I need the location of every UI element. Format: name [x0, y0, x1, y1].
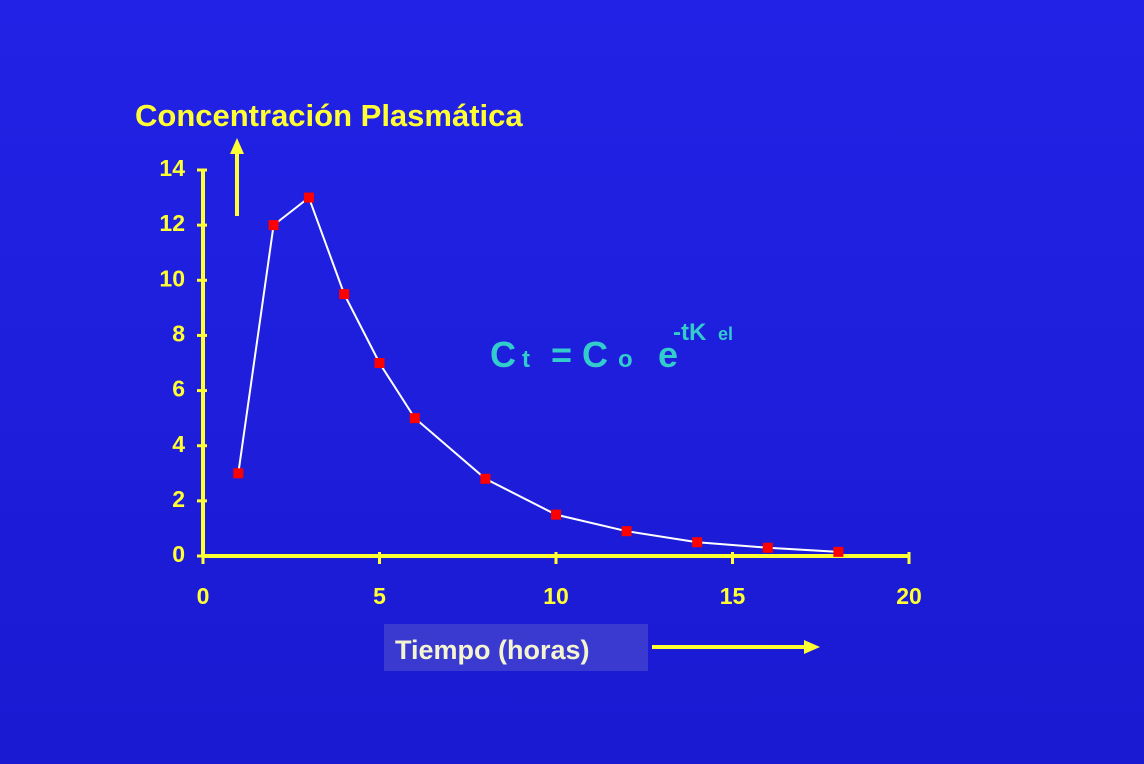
data-point — [692, 537, 703, 548]
data-point — [374, 358, 385, 368]
formula-rhs: = C — [551, 334, 608, 375]
y-tick-label: 12 — [159, 210, 185, 236]
y-tick-label: 0 — [172, 541, 185, 567]
formula-base: e — [658, 334, 678, 375]
data-point — [833, 546, 844, 557]
data-point — [409, 413, 420, 424]
x-tick-label: 0 — [197, 583, 210, 609]
x-tick-label: 10 — [543, 583, 569, 609]
y-tick-label: 6 — [172, 376, 185, 402]
data-line — [237, 195, 839, 553]
y-arrow-head — [230, 138, 244, 154]
formula-rhs-sub: o — [618, 346, 633, 373]
data-point — [268, 220, 279, 231]
data-point — [339, 289, 350, 300]
data-point — [621, 526, 632, 537]
y-tick-label: 4 — [172, 431, 185, 457]
x-axis-title: Tiempo (horas) — [395, 635, 590, 665]
x-tick-label: 5 — [373, 583, 386, 609]
y-axis-title: Concentración Plasmática — [135, 98, 523, 133]
y-tick-label: 10 — [159, 265, 185, 291]
formula-exp: -tK — [673, 319, 707, 346]
data-point — [480, 473, 491, 484]
x-tick-label: 15 — [720, 583, 746, 609]
data-point — [762, 542, 773, 553]
data-point — [551, 509, 561, 520]
data-point — [233, 468, 244, 479]
x-arrow-head — [804, 640, 820, 654]
formula-lhs: C — [490, 334, 516, 375]
y-tick-label: 8 — [172, 321, 185, 347]
y-tick-label: 14 — [159, 155, 185, 181]
data-point — [303, 192, 314, 203]
x-tick-label: 20 — [896, 583, 922, 609]
formula-lhs-sub: t — [522, 346, 530, 373]
x-title-box — [384, 624, 648, 671]
y-tick-label: 2 — [172, 486, 185, 512]
formula-exp-sub: el — [718, 324, 733, 344]
